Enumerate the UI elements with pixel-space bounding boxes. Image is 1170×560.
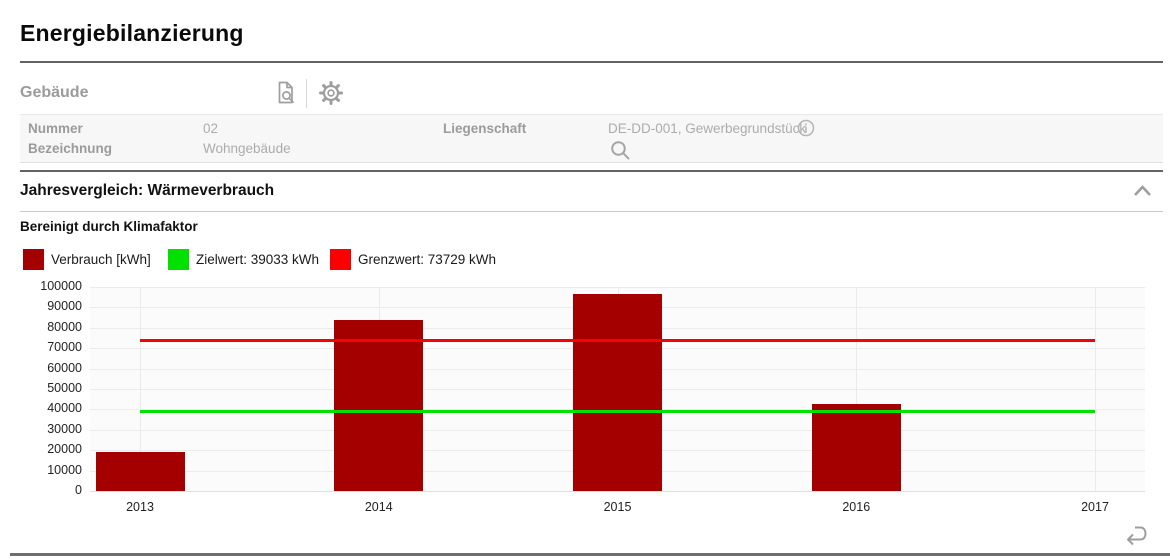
v-gridline (856, 287, 858, 491)
x-tick-label: 2013 (126, 500, 154, 514)
field-value-liegenschaft: DE-DD-001, Gewerbegrundstück (608, 121, 807, 136)
search-icon[interactable] (610, 140, 631, 161)
x-tick-label: 2015 (603, 500, 632, 514)
divider (20, 170, 1163, 172)
field-label-nummer: Nummer (28, 121, 83, 136)
y-tick-label: 60000 (47, 360, 82, 375)
v-gridline (140, 287, 141, 491)
threshold-line (140, 409, 1095, 413)
field-value-bezeichnung: Wohngebäude (203, 141, 291, 156)
y-tick-label: 70000 (47, 340, 82, 355)
section-title: Jahresvergleich: Wärmeverbrauch (20, 182, 275, 199)
building-section-label: Gebäude (20, 84, 89, 101)
legend-swatch (23, 249, 44, 270)
document-search-icon[interactable] (269, 78, 299, 108)
toolbar-divider (306, 79, 307, 108)
h-gridline (90, 491, 1145, 492)
legend-swatch (168, 249, 189, 270)
bar-2014 (334, 319, 424, 491)
legend-label: Grenzwert: 73729 kWh (358, 252, 497, 267)
y-tick-label: 50000 (47, 381, 82, 395)
x-tick-label: 2017 (1081, 500, 1109, 514)
y-tick-label: 20000 (47, 442, 82, 457)
y-tick-label: 80000 (47, 319, 82, 334)
x-axis: 2013 2014 2015 2016 2017 (90, 500, 1145, 518)
field-label-bezeichnung: Bezeichnung (28, 141, 113, 156)
y-tick-label: 0 (75, 483, 82, 497)
chevron-up-icon[interactable] (1133, 184, 1152, 197)
y-tick-label: 90000 (47, 299, 82, 314)
divider (20, 61, 1163, 63)
legend-label: Zielwert: 39033 kWh (196, 252, 320, 267)
y-tick-label: 40000 (47, 401, 82, 416)
y-tick-label: 30000 (47, 421, 82, 436)
plot-area (90, 287, 1145, 492)
y-tick-label: 100000 (40, 279, 82, 293)
field-value-nummer: 02 (203, 121, 219, 136)
settings-gear-icon[interactable] (316, 78, 346, 108)
return-arrow-icon[interactable] (1119, 519, 1147, 547)
y-tick-label: 10000 (47, 462, 82, 477)
v-gridline (1095, 287, 1096, 491)
field-label-liegenschaft: Liegenschaft (443, 121, 527, 136)
legend-label: Verbrauch [kWh] (51, 252, 151, 267)
chart-title: Bereinigt durch Klimafaktor (20, 219, 198, 234)
x-tick-label: 2014 (364, 500, 393, 514)
info-icon[interactable] (797, 119, 815, 137)
building-info-panel (20, 114, 1163, 163)
divider (20, 211, 1163, 212)
threshold-line (140, 339, 1095, 343)
bar-2015 (573, 293, 662, 491)
x-tick-label: 2016 (842, 500, 871, 514)
page-bottom-border (10, 553, 1170, 556)
y-axis: 0 10000 20000 30000 40000 50000 60000 70000 8000… (20, 279, 82, 497)
bar-2016 (811, 404, 901, 491)
page-title: Energiebilanzierung (20, 20, 244, 46)
legend-swatch (330, 249, 351, 270)
bar-2013 (95, 451, 185, 491)
chart-legend: Verbrauch [kWh] Zielwert: 39033 kWh Grenzw… (0, 249, 1170, 273)
